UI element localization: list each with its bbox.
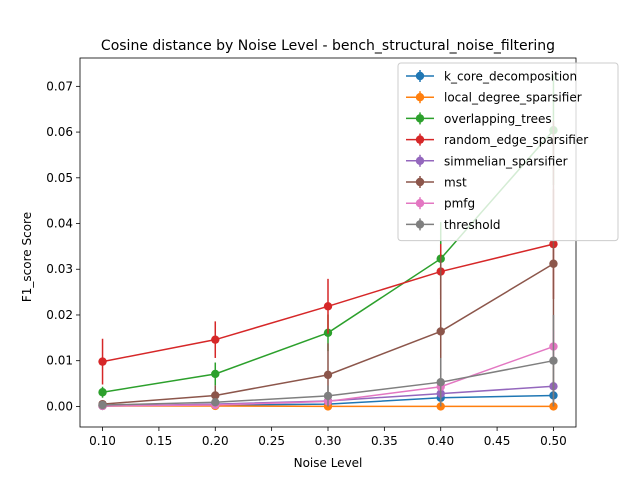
data-point xyxy=(549,260,557,268)
x-tick-label: 0.25 xyxy=(258,434,285,448)
data-point xyxy=(324,392,332,400)
legend-marker xyxy=(416,178,424,186)
data-point xyxy=(98,401,106,409)
x-tick-label: 0.20 xyxy=(202,434,229,448)
y-tick-label: 0.04 xyxy=(46,217,73,231)
legend-label: mst xyxy=(444,176,467,190)
data-point xyxy=(211,398,219,406)
x-tick-label: 0.30 xyxy=(315,434,342,448)
y-tick-label: 0.07 xyxy=(46,79,73,93)
x-tick-label: 0.50 xyxy=(540,434,567,448)
legend-label: random_edge_sparsifier xyxy=(444,133,588,147)
chart-title: Cosine distance by Noise Level - bench_s… xyxy=(101,38,555,54)
data-point xyxy=(98,388,106,396)
y-tick-label: 0.06 xyxy=(46,125,73,139)
x-tick-label: 0.45 xyxy=(484,434,511,448)
legend-marker xyxy=(416,114,424,122)
legend-label: threshold xyxy=(444,218,501,232)
legend-label: overlapping_trees xyxy=(444,112,552,126)
legend: k_core_decomposition local_degree_sparsif… xyxy=(398,63,618,241)
legend-label: pmfg xyxy=(444,197,475,211)
data-point xyxy=(98,357,106,365)
y-tick-label: 0.00 xyxy=(46,399,73,413)
y-tick-label: 0.02 xyxy=(46,308,73,322)
x-tick-label: 0.15 xyxy=(146,434,173,448)
data-point xyxy=(324,302,332,310)
legend-box xyxy=(398,63,618,241)
y-tick-label: 0.03 xyxy=(46,262,73,276)
x-tick-label: 0.10 xyxy=(89,434,116,448)
legend-label: simmelian_sparsifier xyxy=(444,154,568,168)
y-tick-label: 0.01 xyxy=(46,354,73,368)
legend-entry: threshold xyxy=(406,218,501,232)
x-tick-label: 0.40 xyxy=(427,434,454,448)
data-point xyxy=(549,356,557,364)
legend-marker xyxy=(416,199,424,207)
legend-marker xyxy=(416,135,424,143)
legend-marker xyxy=(416,157,424,165)
data-point xyxy=(211,370,219,378)
legend-marker xyxy=(416,220,424,228)
legend-label: k_core_decomposition xyxy=(444,70,577,84)
data-point xyxy=(324,371,332,379)
y-axis-label: F1_score Score xyxy=(20,212,34,302)
data-point xyxy=(437,327,445,335)
x-tick-label: 0.35 xyxy=(371,434,398,448)
data-point xyxy=(211,335,219,343)
legend-marker xyxy=(416,93,424,101)
x-axis-label: Noise Level xyxy=(294,456,363,470)
y-tick-label: 0.05 xyxy=(46,171,73,185)
legend-label: local_degree_sparsifier xyxy=(444,91,582,105)
legend-marker xyxy=(416,72,424,80)
data-point xyxy=(437,378,445,386)
